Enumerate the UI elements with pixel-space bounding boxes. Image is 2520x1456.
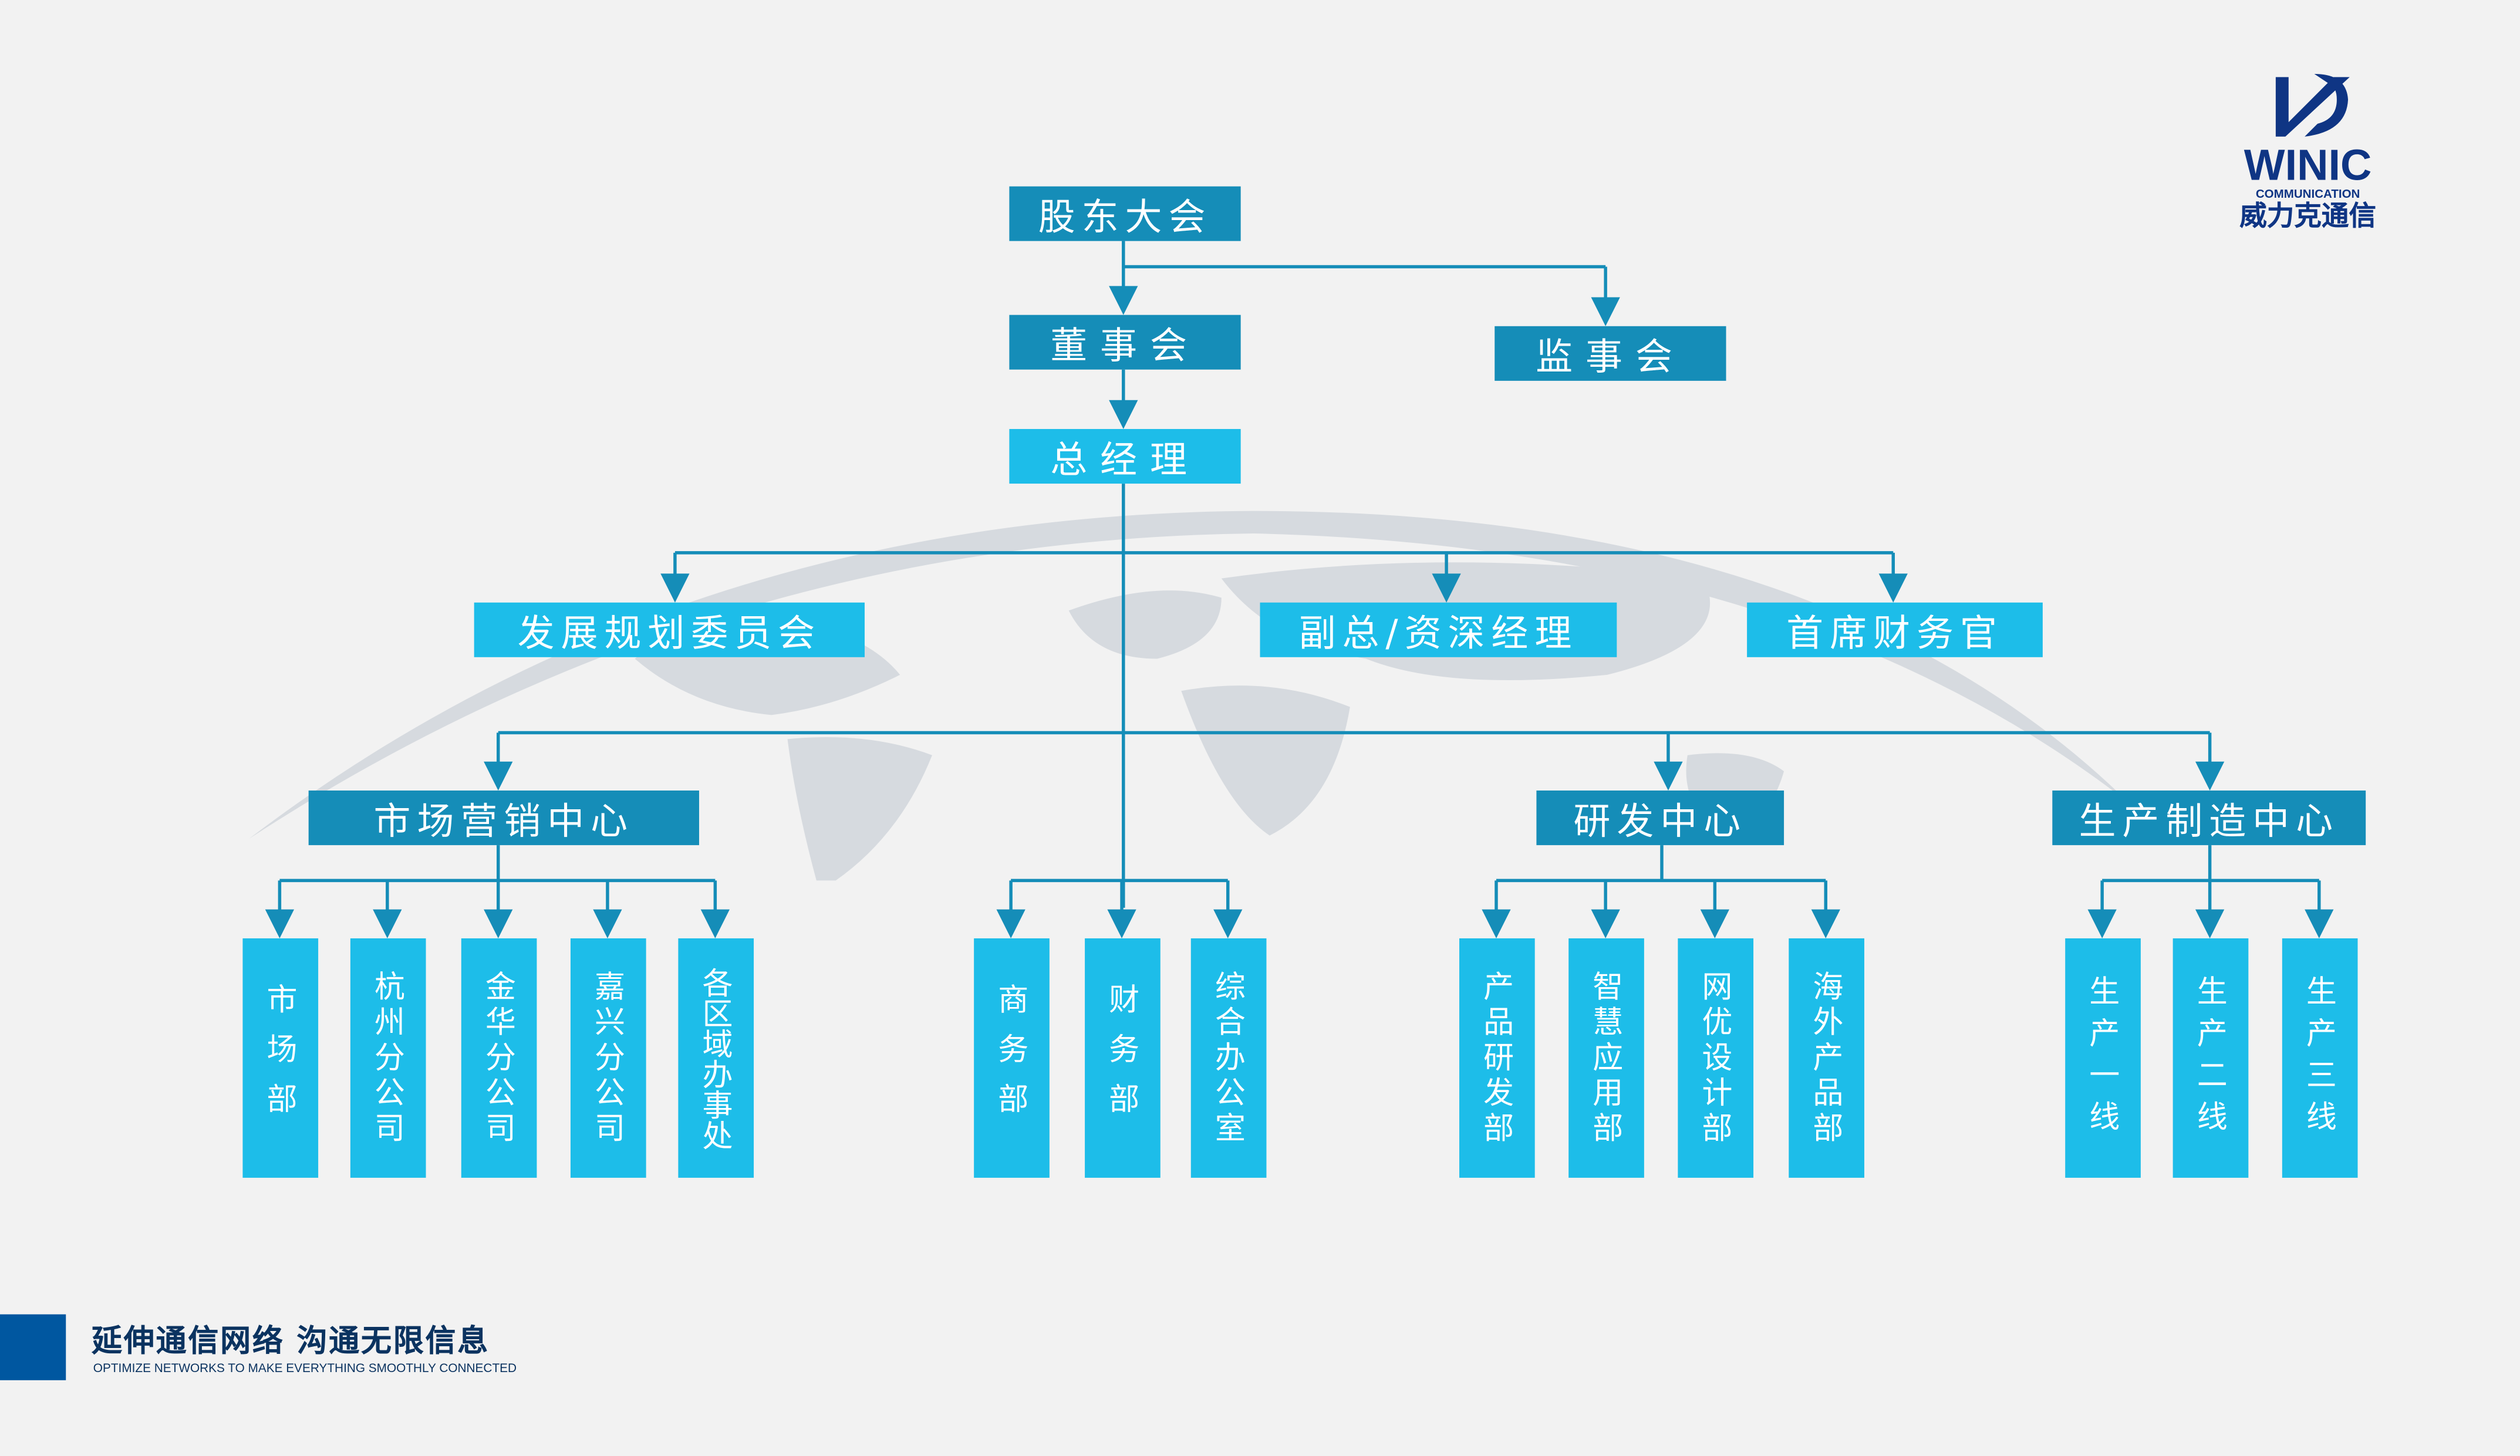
dept-direct-0: 商务部 [974, 938, 1050, 1178]
arrow-down-icon [1591, 909, 1620, 938]
node-general-manager: 总经理 [1009, 429, 1241, 484]
arrow-down-icon [1482, 909, 1511, 938]
dept-prod-1: 生产二线 [2172, 938, 2249, 1178]
arrow-down-icon [1878, 573, 1908, 603]
node-board: 董事会 [1009, 315, 1241, 370]
dept-market-0: 市场部 [242, 938, 319, 1178]
arrow-down-icon [660, 573, 690, 603]
footer-tagline: OPTIMIZE NETWORKS TO MAKE EVERYTHING SMO… [93, 1361, 517, 1376]
company-logo: WINIC COMMUNICATION 威力克通信 [2218, 70, 2398, 233]
arrow-down-icon [265, 909, 295, 938]
arrow-down-icon [593, 909, 622, 938]
node-supervisors: 监事会 [1495, 326, 1726, 381]
arrow-down-icon [484, 909, 513, 938]
arrow-down-icon [1432, 573, 1461, 603]
footer-slogan: 延伸通信网络 沟通无限信息 [92, 1324, 490, 1360]
dept-prod-2: 生产三线 [2282, 938, 2358, 1178]
node-center-0: 市场营销中心 [308, 791, 699, 846]
arrow-down-icon [1213, 909, 1243, 938]
node-level3-1: 副总/资深经理 [1260, 602, 1617, 657]
dept-rd-0: 产品研发部 [1459, 938, 1535, 1178]
logo-wordmark: WINIC [2244, 141, 2372, 190]
dept-market-3: 嘉兴分公司 [570, 938, 646, 1178]
footer-accent-block [0, 1314, 66, 1380]
dept-market-2: 金华分公司 [461, 938, 537, 1178]
logo-subtitle: COMMUNICATION [2255, 186, 2360, 201]
arrow-down-icon [373, 909, 402, 938]
node-level3-2: 首席财务官 [1747, 602, 2043, 657]
logo-chinese-name: 威力克通信 [2239, 201, 2376, 233]
arrow-down-icon [1591, 297, 1620, 326]
dept-market-1: 杭州分公司 [350, 938, 426, 1178]
arrow-down-icon [2305, 909, 2334, 938]
arrow-down-icon [1107, 909, 1136, 938]
dept-rd-2: 网优设计部 [1678, 938, 1754, 1178]
node-level3-0: 发展规划委员会 [474, 602, 865, 657]
arrow-down-icon [996, 909, 1025, 938]
arrow-down-icon [1811, 909, 1840, 938]
arrow-down-icon [1109, 286, 1138, 315]
dept-direct-1: 财务部 [1085, 938, 1161, 1178]
arrow-down-icon [2087, 909, 2117, 938]
arrow-down-icon [1109, 400, 1138, 430]
arrow-down-icon [2195, 761, 2225, 791]
dept-market-4: 各区域办事处 [678, 938, 754, 1178]
dept-direct-2: 综合办公室 [1190, 938, 1267, 1178]
arrow-down-icon [700, 909, 730, 938]
arrow-down-icon [1700, 909, 1729, 938]
dept-rd-1: 智慧应用部 [1568, 938, 1644, 1178]
arrow-down-icon [484, 761, 513, 791]
node-center-2: 生产制造中心 [2052, 791, 2366, 846]
dept-prod-0: 生产一线 [2065, 938, 2141, 1178]
node-center-1: 研发中心 [1536, 791, 1784, 846]
node-shareholders: 股东大会 [1009, 186, 1241, 241]
arrow-down-icon [2195, 909, 2225, 938]
winic-logo-mark-icon [2275, 73, 2350, 137]
arrow-down-icon [1654, 761, 1683, 791]
dept-rd-3: 海外产品部 [1789, 938, 1864, 1178]
